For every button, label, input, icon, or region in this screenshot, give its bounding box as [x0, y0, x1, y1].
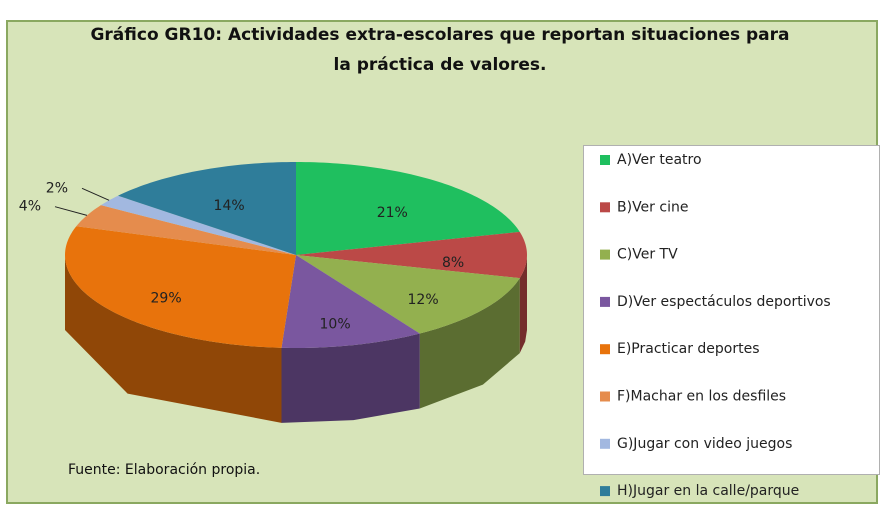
- legend-swatch: [600, 438, 610, 449]
- slice: [65, 226, 296, 348]
- legend-swatch: [600, 249, 610, 260]
- data-label: 4%: [19, 199, 41, 215]
- leader-line: [54, 206, 88, 216]
- legend-label: H)Jugar en la calle/parque: [617, 483, 799, 499]
- legend-label: A)Ver teatro: [617, 152, 702, 168]
- legend-label: E)Practicar deportes: [617, 341, 760, 357]
- data-label: 8%: [442, 255, 464, 271]
- slice: [76, 205, 296, 255]
- data-label: 10%: [320, 316, 351, 332]
- legend-label: B)Ver cine: [617, 199, 688, 215]
- chart-title: Gráfico GR10: Actividades extra-escolare…: [90, 25, 790, 75]
- source-note: Fuente: Elaboración propia.: [68, 462, 261, 478]
- data-label: 14%: [214, 198, 245, 214]
- legend-swatch: [600, 344, 610, 355]
- slice-side: [281, 333, 420, 423]
- slice: [100, 195, 297, 255]
- legend-label: G)Jugar con video juegos: [617, 436, 792, 452]
- legend-swatch: [600, 391, 610, 402]
- slice-side: [419, 278, 520, 409]
- slice: [296, 231, 527, 279]
- slice-side: [519, 255, 527, 354]
- slice: [296, 162, 520, 255]
- legend-label: D)Ver espectáculos deportivos: [617, 294, 831, 310]
- legend: [583, 145, 880, 475]
- leader-line: [81, 187, 110, 201]
- data-label: 2%: [46, 180, 68, 196]
- data-label: 29%: [151, 291, 182, 307]
- legend-swatch: [600, 486, 610, 497]
- data-label: 12%: [408, 292, 439, 308]
- legend-label: C)Ver TV: [617, 247, 678, 263]
- slice: [281, 255, 420, 348]
- legend-swatch: [600, 202, 610, 213]
- slice: [296, 255, 520, 334]
- legend-swatch: [600, 155, 610, 165]
- data-label: 21%: [377, 205, 408, 221]
- slice: [118, 162, 296, 255]
- legend-swatch: [600, 296, 610, 307]
- legend-label: F)Machar en los desfiles: [617, 389, 786, 405]
- slice-side: [65, 255, 282, 423]
